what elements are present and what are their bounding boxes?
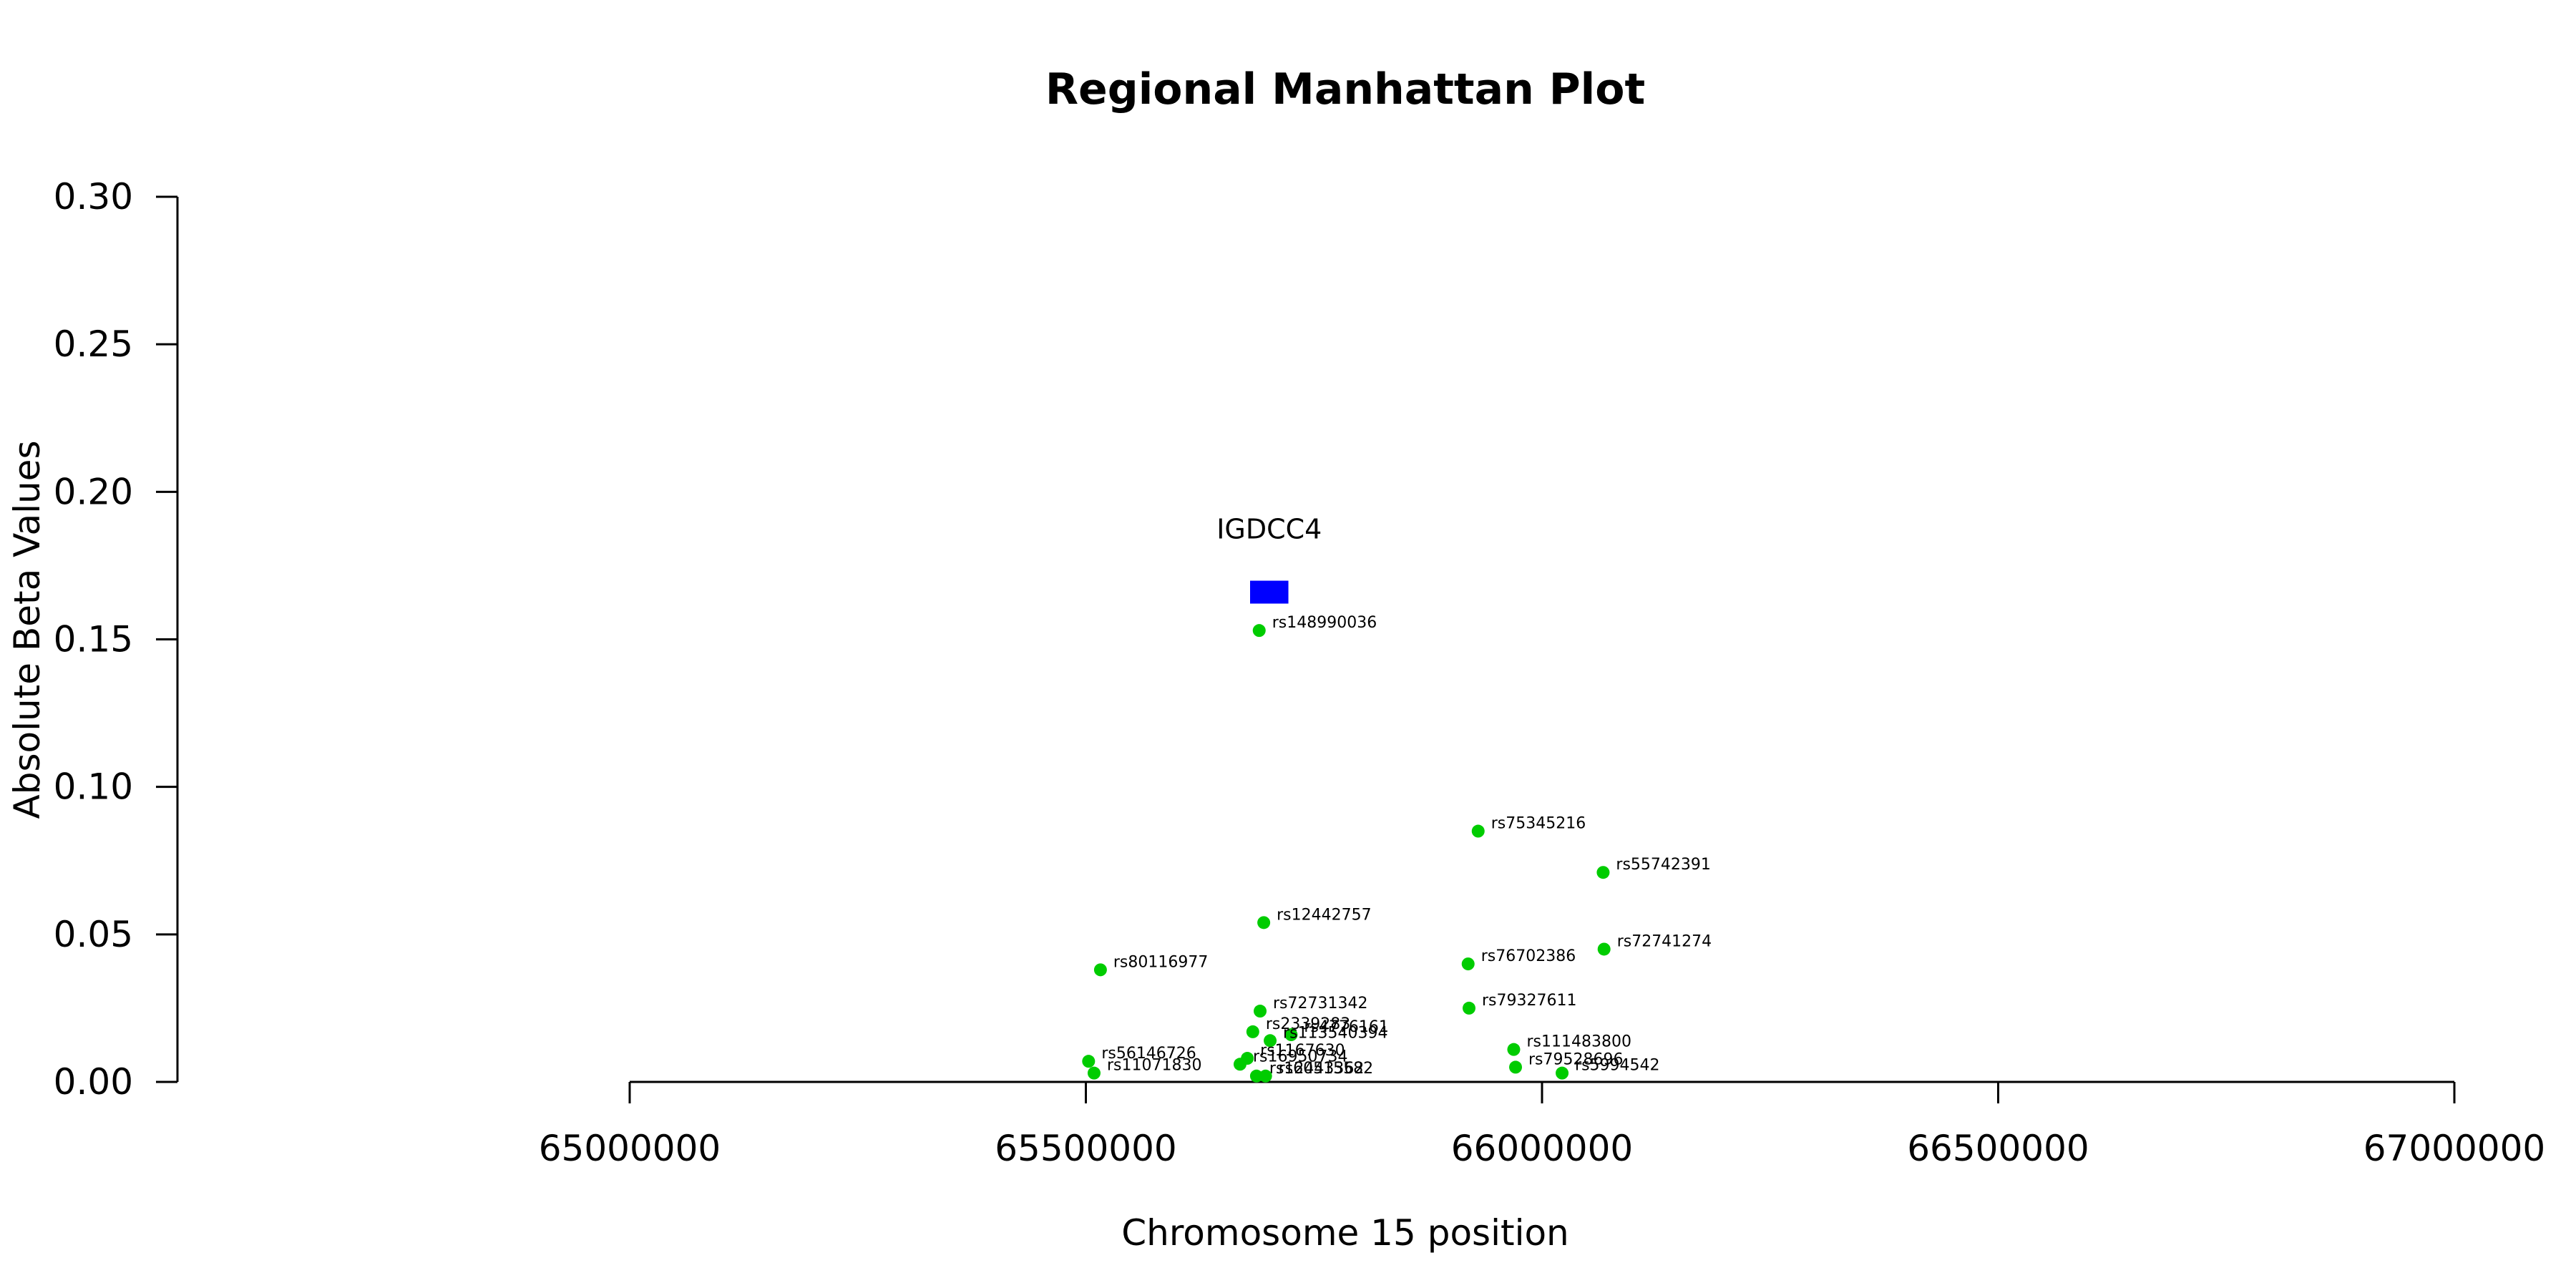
- snp-point: [1596, 866, 1610, 879]
- gene-track: IGDCC4: [1216, 514, 1322, 604]
- snp-label: rs76702386: [1481, 947, 1576, 965]
- y-axis-label: Absolute Beta Values: [6, 441, 48, 819]
- snp-point: [1246, 1025, 1259, 1038]
- chart-title: Regional Manhattan Plot: [1045, 64, 1645, 114]
- snp-point: [1233, 1058, 1246, 1071]
- snp-label: rs2339283: [1266, 1015, 1351, 1033]
- snp-point: [1597, 942, 1611, 956]
- snp-label: rs4776161: [1304, 1018, 1389, 1036]
- y-tick-label: 0.25: [54, 323, 133, 365]
- snp-label: rs60515582: [1279, 1060, 1373, 1078]
- snp-label: rs1167630: [1260, 1042, 1345, 1060]
- snp-point: [1249, 1069, 1263, 1083]
- y-tick-label: 0.30: [54, 176, 133, 218]
- x-axis-label: Chromosome 15 position: [1121, 1212, 1569, 1254]
- snp-point: [1087, 1066, 1101, 1080]
- y-tick-label: 0.20: [54, 471, 133, 512]
- snp-label: rs111483800: [1526, 1033, 1631, 1051]
- x-axis: 65000000 65500000 66000000 66500000 67000000: [539, 1080, 2546, 1169]
- snp-label: rs16950734: [1253, 1048, 1347, 1065]
- snp-label: rs80116977: [1113, 953, 1208, 971]
- y-tick-label: 0.15: [54, 619, 133, 660]
- y-axis: 0.00 0.05 0.10 0.15 0.20 0.25 0.30: [54, 176, 179, 1103]
- y-tick-label: 0.10: [54, 766, 133, 808]
- snp-label: rs12443362: [1269, 1060, 1364, 1078]
- snp-label: rs79327611: [1482, 992, 1576, 1010]
- y-tick-label: 0.00: [54, 1061, 133, 1103]
- snp-point: [1556, 1066, 1569, 1080]
- snp-label: rs113540394: [1283, 1024, 1387, 1042]
- snp-label: rs11071830: [1107, 1057, 1201, 1075]
- snp-points: rs148990036 rs75345216 rs55742391 rs1244275…: [1082, 614, 1712, 1083]
- snp-label: rs55742391: [1616, 856, 1710, 874]
- snp-label: rs72731342: [1273, 995, 1367, 1013]
- snp-label: rs79528696: [1528, 1050, 1623, 1068]
- snp-label: rs148990036: [1272, 614, 1377, 632]
- snp-label: rs12442757: [1277, 906, 1371, 924]
- x-tick-label: 65500000: [995, 1128, 1177, 1169]
- snp-label: rs75345216: [1491, 815, 1586, 833]
- y-tick-label: 0.05: [54, 914, 133, 955]
- snp-label: rs56146726: [1101, 1045, 1196, 1063]
- snp-point: [1254, 1005, 1267, 1018]
- x-tick-label: 66000000: [1451, 1128, 1634, 1169]
- snp-point: [1259, 1069, 1272, 1083]
- snp-label: rs72741274: [1617, 932, 1712, 950]
- gene-label: IGDCC4: [1216, 514, 1322, 545]
- x-tick-label: 67000000: [2363, 1128, 2546, 1169]
- snp-point: [1284, 1028, 1298, 1042]
- gene-bar: [1250, 580, 1289, 604]
- snp-point: [1082, 1055, 1096, 1068]
- snp-point: [1461, 957, 1475, 971]
- x-tick-label: 65000000: [539, 1128, 721, 1169]
- snp-point: [1264, 1034, 1277, 1048]
- snp-point: [1093, 963, 1107, 977]
- snp-point: [1507, 1043, 1521, 1056]
- x-tick-label: 66500000: [1907, 1128, 2089, 1169]
- snp-point: [1509, 1060, 1523, 1074]
- snp-point: [1252, 624, 1266, 638]
- snp-point: [1463, 1001, 1475, 1015]
- snp-label: rs5994542: [1575, 1057, 1660, 1075]
- snp-point: [1257, 916, 1271, 930]
- snp-point: [1471, 824, 1485, 838]
